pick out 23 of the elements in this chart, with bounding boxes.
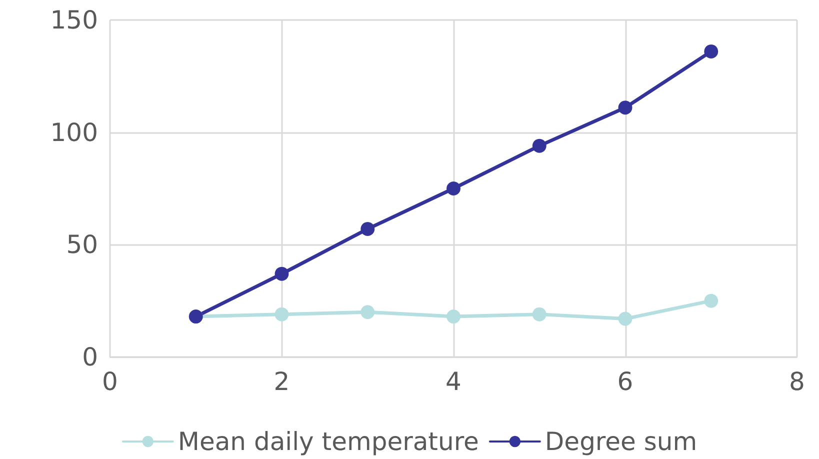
point <box>704 294 718 308</box>
y-tick-label: 150 <box>50 6 98 34</box>
point <box>618 100 632 115</box>
point <box>274 266 289 281</box>
x-tick-label: 4 <box>446 367 462 396</box>
point <box>618 312 632 326</box>
point <box>532 138 546 153</box>
point <box>446 310 460 324</box>
legend-label: Mean daily temperature <box>178 427 479 456</box>
point <box>446 182 460 196</box>
point <box>274 307 289 322</box>
x-tick-label: 8 <box>789 367 805 396</box>
legend-label: Degree sum <box>544 427 698 456</box>
point <box>360 222 375 236</box>
x-tick-label: 0 <box>102 367 118 396</box>
point <box>532 307 546 322</box>
point <box>360 305 375 320</box>
y-tick-label: 0 <box>82 342 98 372</box>
y-tick-label: 50 <box>66 230 98 260</box>
point <box>704 44 718 58</box>
y-tick-label: 100 <box>50 118 98 147</box>
x-tick-label: 6 <box>617 367 634 396</box>
x-tick-label: 2 <box>274 367 290 396</box>
